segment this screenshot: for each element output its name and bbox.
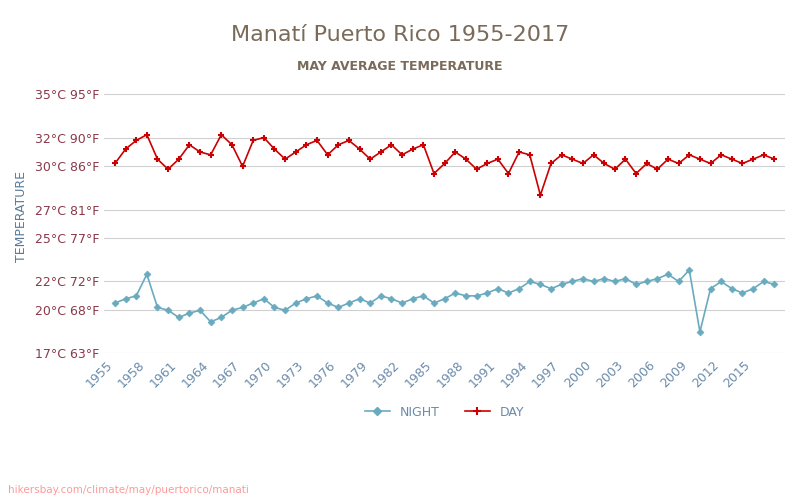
Text: Manatí Puerto Rico 1955-2017: Manatí Puerto Rico 1955-2017: [231, 25, 569, 45]
Text: MAY AVERAGE TEMPERATURE: MAY AVERAGE TEMPERATURE: [298, 60, 502, 73]
Y-axis label: TEMPERATURE: TEMPERATURE: [15, 171, 28, 262]
Text: hikersbay.com/climate/may/puertorico/manati: hikersbay.com/climate/may/puertorico/man…: [8, 485, 249, 495]
Legend: NIGHT, DAY: NIGHT, DAY: [360, 401, 530, 424]
